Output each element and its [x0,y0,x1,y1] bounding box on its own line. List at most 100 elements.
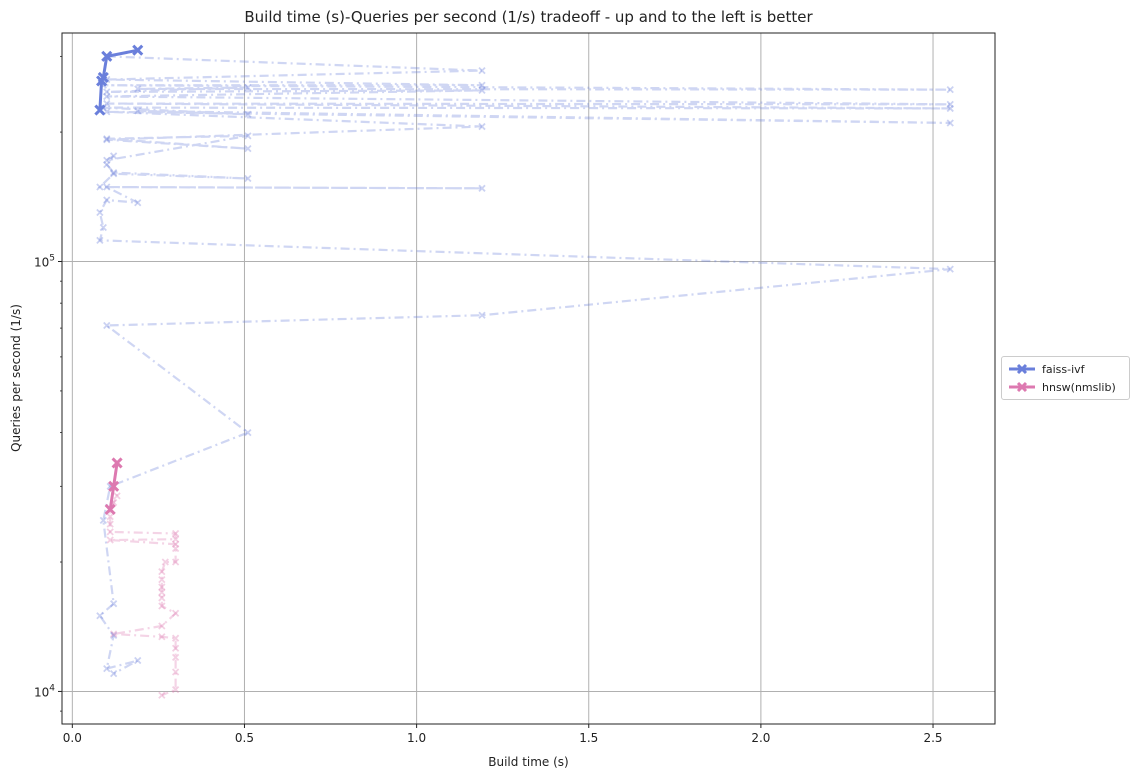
data-point [946,104,954,113]
x-tick-label: 1.5 [579,731,598,745]
data-point [171,535,180,543]
data-point [99,516,107,524]
data-point [171,529,180,538]
pareto-point [108,480,120,492]
data-point [106,528,114,536]
data-point [161,558,169,566]
data-point [171,609,180,617]
x-tick-label: 0.0 [63,731,82,745]
series-hnsw-nmslib [104,457,180,699]
data-point [158,588,166,597]
data-point [103,160,111,169]
data-point [158,594,166,602]
legend: faiss-ivf hnsw(nmslib) [1001,356,1130,400]
chart-title: Build time (s)-Queries per second (1/s) … [244,8,813,26]
legend-label-hnsw-nmslib: hnsw(nmslib) [1042,380,1116,394]
data-point [478,86,486,95]
data-point [96,183,104,191]
data-point [478,311,486,319]
data-point [134,85,142,93]
data-point [946,100,954,109]
x-tick-label: 1.0 [407,731,426,745]
data-point [110,630,118,638]
data-point [158,602,166,610]
x-tick-label: 2.0 [751,731,770,745]
data-point [158,691,166,699]
series-faiss-ivf [94,44,954,678]
data-point [171,653,180,662]
data-point [103,88,111,96]
ticks: 0.0 0.5 1.0 1.5 2.0 2.5 104 105 [34,55,943,745]
legend-item-faiss-ivf: faiss-ivf [1008,361,1085,377]
data-point [134,656,142,665]
data-point [158,622,166,630]
data-point [478,184,486,192]
y-tick-label: 105 [34,254,55,270]
legend-item-hnsw-nmslib: hnsw(nmslib) [1008,379,1116,395]
data-point [478,122,486,131]
data-point [158,633,166,641]
x-tick-label: 0.5 [235,731,254,745]
data-point [96,208,104,217]
legend-swatch-hnsw-nmslib [1009,381,1035,393]
data-point [134,199,142,207]
y-axis-label: Queries per second (1/s) [9,304,23,452]
data-point [171,540,180,548]
pareto-point [132,44,144,56]
data-point [103,135,111,143]
data-point [244,83,252,92]
data-point [96,236,104,244]
data-point [171,644,180,652]
data-point [171,544,180,553]
data-point [244,174,252,183]
data-point [110,631,118,640]
data-point [244,428,252,437]
data-point [478,66,486,75]
data-point [946,86,954,94]
data-point [103,664,111,673]
data-point [158,575,166,584]
data-point [96,612,104,620]
data-point [171,668,180,676]
data-point [103,321,111,330]
data-point [110,600,118,608]
data-point [244,110,252,118]
data-point [103,136,111,144]
data-point [110,670,118,678]
data-point [946,265,954,273]
data-point [103,196,111,204]
data-point [110,170,118,178]
grid [62,33,995,724]
pareto-point [101,50,113,62]
pareto-point [104,503,116,516]
data-point [103,183,111,191]
series-hnsw-nmslib-all-line [109,462,178,697]
data-point [171,685,180,694]
data-point [106,513,114,521]
pareto-point [94,104,106,116]
y-tick-label: 104 [34,683,55,699]
data-point [171,558,180,566]
plot-area-background [62,33,995,724]
x-tick-label: 2.5 [923,731,942,745]
legend-swatch-faiss-ivf [1009,363,1035,375]
data-point [171,634,180,642]
data-point [103,99,111,108]
x-axis-label: Build time (s) [488,755,568,769]
pareto-point [97,71,109,83]
data-point [99,223,107,232]
data-point [113,492,121,500]
data-point [103,156,111,164]
data-point [158,583,166,591]
data-point [134,107,142,115]
data-point [946,119,954,127]
data-point [106,536,114,544]
data-point [244,145,252,153]
data-point [103,92,111,101]
legend-label-faiss-ivf: faiss-ivf [1042,362,1085,376]
data-point [110,152,118,160]
data-point [106,520,114,528]
data-point [478,81,486,89]
pareto-point [111,457,123,469]
